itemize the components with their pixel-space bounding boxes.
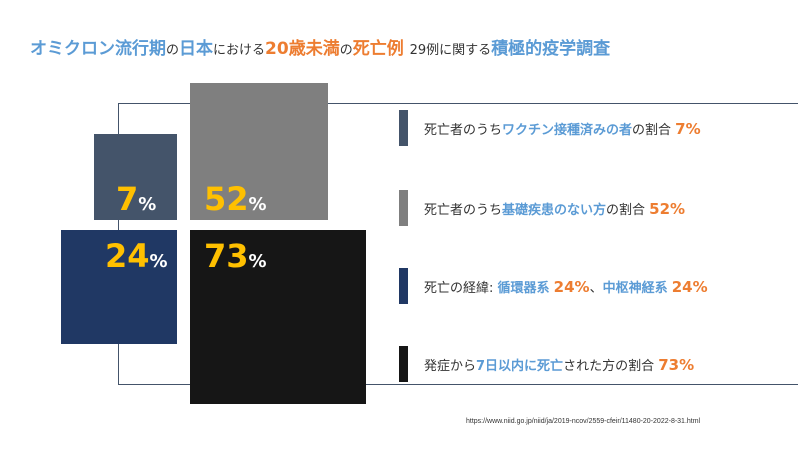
title-segment: 日本 [179,39,214,59]
square-within-7-days [190,230,366,404]
title-segment: における [213,43,266,58]
legend-marker [399,268,408,304]
pct-vaccinated: 7% [116,180,157,218]
page-title: オミクロン流行期の日本における20歳未満の死亡例 29例に関する積極的疫学調査 [30,34,610,59]
square-no-underlying [190,83,328,220]
legend-marker [399,190,408,226]
title-segment: の [166,43,180,58]
title-segment: の [339,43,353,58]
legend-item-within-7-days: 発症から7日以内に死亡された方の割合 73% [399,346,694,382]
square-course [61,230,177,344]
legend-item-course: 死亡の経緯: 循環器系 24%、中枢神経系 24% [399,268,708,304]
title-segment: 29例に関する [409,43,492,58]
legend-marker [399,110,408,146]
legend-item-no-underlying: 死亡者のうち基礎疾患のない方の割合 52% [399,190,685,226]
title-segment: 20歳未満 [265,39,340,59]
pct-no-underlying: 52% [204,180,267,218]
legend-text: 死亡者のうち基礎疾患のない方の割合 52% [424,199,686,218]
title-segment: 積極的疫学調査 [491,39,611,59]
legend-text: 死亡者のうちワクチン接種済みの者の割合 7% [424,119,701,138]
title-segment: オミクロン流行期 [30,39,166,59]
square-vaccinated [94,134,177,220]
legend-marker [399,346,408,382]
title-segment: 死亡例 [352,39,404,59]
pct-within-7-days: 73% [204,237,267,275]
pct-course: 24% [105,237,168,275]
legend-text: 発症から7日以内に死亡された方の割合 73% [424,355,695,374]
source-url: https://www.niid.go.jp/niid/ja/2019-ncov… [466,418,701,425]
legend-item-vaccinated: 死亡者のうちワクチン接種済みの者の割合 7% [399,110,701,146]
legend-text: 死亡の経緯: 循環器系 24%、中枢神経系 24% [424,277,708,296]
